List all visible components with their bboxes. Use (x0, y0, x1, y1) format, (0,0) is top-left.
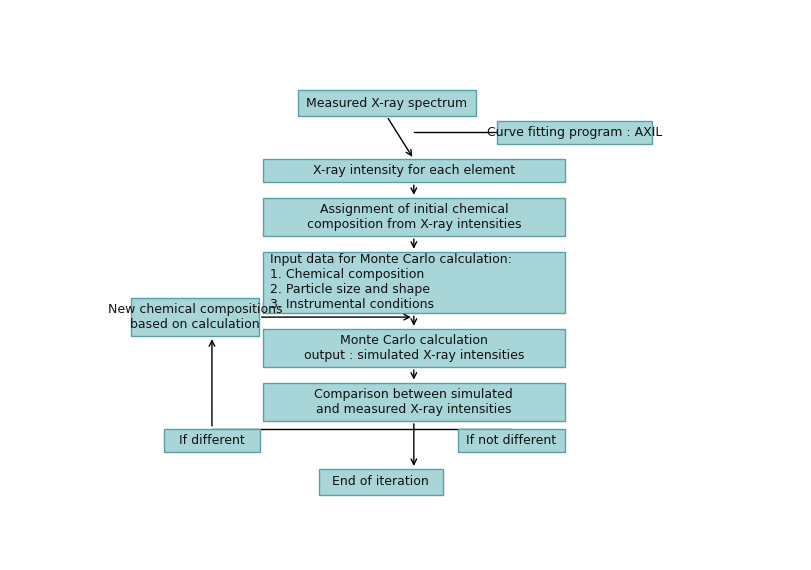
FancyBboxPatch shape (263, 382, 564, 421)
FancyBboxPatch shape (131, 298, 259, 336)
Text: Assignment of initial chemical
composition from X-ray intensities: Assignment of initial chemical compositi… (307, 203, 521, 231)
FancyBboxPatch shape (457, 429, 564, 452)
Text: Comparison between simulated
and measured X-ray intensities: Comparison between simulated and measure… (314, 388, 513, 416)
Text: Curve fitting program : AXIL: Curve fitting program : AXIL (486, 126, 661, 139)
FancyBboxPatch shape (263, 252, 564, 314)
FancyBboxPatch shape (163, 429, 260, 452)
Text: Monte Carlo calculation
output : simulated X-ray intensities: Monte Carlo calculation output : simulat… (303, 334, 523, 362)
Text: New chemical compositions
based on calculation: New chemical compositions based on calcu… (108, 303, 281, 331)
FancyBboxPatch shape (318, 469, 442, 495)
Text: End of iteration: End of iteration (332, 475, 428, 488)
FancyBboxPatch shape (297, 90, 475, 116)
FancyBboxPatch shape (263, 159, 564, 182)
Text: Input data for Monte Carlo calculation:
1. Chemical composition
2. Particle size: Input data for Monte Carlo calculation: … (270, 254, 512, 311)
Text: If not different: If not different (466, 434, 556, 447)
FancyBboxPatch shape (263, 329, 564, 367)
Text: If different: If different (179, 434, 244, 447)
FancyBboxPatch shape (496, 121, 651, 144)
Text: Measured X-ray spectrum: Measured X-ray spectrum (306, 96, 466, 109)
FancyBboxPatch shape (263, 198, 564, 236)
Text: X-ray intensity for each element: X-ray intensity for each element (312, 164, 514, 177)
